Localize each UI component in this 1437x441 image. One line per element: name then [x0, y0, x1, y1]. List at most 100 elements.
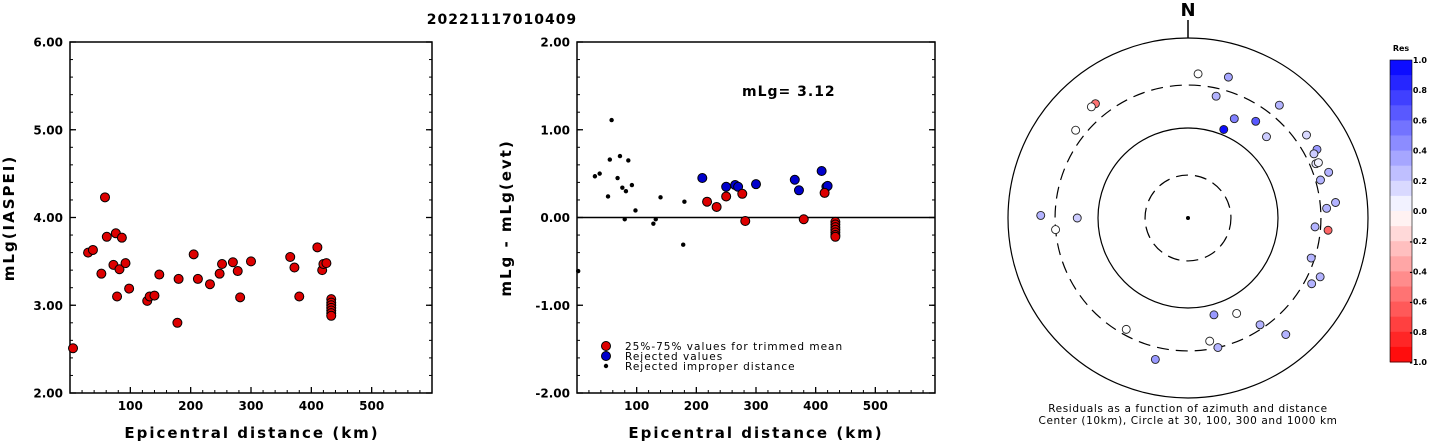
station-residual-point [1274, 100, 1284, 110]
trimmed-point [116, 232, 127, 243]
color-scale-step [1390, 180, 1412, 197]
station-residual-point [1306, 253, 1316, 263]
north-label: N [1180, 0, 1195, 21]
polar-caption-line2: Center (10km), Circle at 30, 100, 300 an… [1039, 415, 1338, 427]
trimmed-point [204, 279, 215, 290]
trimmed-point [192, 273, 203, 284]
y-tick-label: 6.00 [33, 36, 63, 50]
station-residual-point [1086, 102, 1096, 112]
color-scale-step [1390, 75, 1412, 91]
trimmed-point [124, 283, 135, 294]
trimmed-point [312, 242, 323, 253]
color-scale-label: -0.6 [1410, 298, 1428, 307]
legend-improper-label: Rejected improper distance [625, 361, 796, 373]
improper-point [653, 217, 658, 222]
trimmed-point [96, 268, 107, 279]
trimmed-point [702, 196, 713, 207]
panel-middle-xlabel: Epicentral distance (km) [628, 424, 883, 441]
color-scale-label: 0.2 [1413, 177, 1427, 186]
trimmed-point [740, 216, 751, 227]
trimmed-point [173, 273, 184, 284]
station-residual-point [1316, 175, 1325, 185]
improper-point [607, 157, 613, 162]
rejected-point [789, 174, 800, 185]
improper-point [681, 242, 686, 247]
improper-point [615, 175, 620, 181]
station-residual-point [1313, 158, 1323, 168]
improper-point [592, 174, 598, 179]
x-tick-label: 200 [684, 399, 709, 413]
trimmed-point [232, 266, 243, 277]
rejected-point [816, 165, 827, 176]
color-scale-step [1390, 316, 1412, 333]
trimmed-point [737, 188, 748, 199]
station-residual-point [1322, 203, 1332, 213]
trimmed-point [214, 268, 225, 279]
station-residual-point [1255, 320, 1265, 330]
improper-point [617, 153, 623, 159]
color-scale-step [1390, 256, 1412, 272]
legend-trimmed-label: 25%-75% values for trimmed mean [625, 341, 843, 353]
figure-title: 20221117010409 [427, 12, 577, 28]
distance-ring [1007, 37, 1369, 399]
legend: 25%-75% values for trimmed mean Rejected… [601, 341, 843, 373]
station-residual-point [1262, 132, 1271, 142]
x-tick-label: 500 [359, 399, 384, 413]
color-scale-step [1390, 301, 1412, 318]
color-scale-step [1390, 286, 1412, 303]
improper-point [626, 158, 631, 163]
station-residual-point [1121, 324, 1131, 334]
polar-center-dot [1186, 216, 1190, 220]
residual-color-scale: Res 1.0 0.8 0.6 0.4 0.2 0.0 -0.2 -0.4 -0.6 -0.8 -1… [1389, 44, 1428, 367]
trimmed-point [114, 264, 125, 275]
color-scale-label: 0.0 [1413, 207, 1428, 216]
improper-point [622, 217, 627, 222]
station-residual-point [1051, 225, 1061, 235]
trimmed-point [819, 187, 830, 198]
station-residual-point [1072, 213, 1082, 223]
mlg-annotation: mLg= 3.12 [742, 84, 836, 100]
station-residual-point [1209, 310, 1219, 320]
panel-left-frame [69, 41, 433, 394]
rejected-point [721, 181, 732, 192]
trimmed-point [246, 256, 256, 267]
rejected-point [697, 173, 708, 184]
color-scale-step [1390, 135, 1412, 152]
improper-point [651, 221, 656, 226]
improper-point [682, 199, 687, 204]
station-residual-point [1315, 272, 1325, 282]
color-scale-label: 0.6 [1413, 116, 1428, 125]
legend-rejected-label: Rejected values [625, 351, 723, 363]
color-scale-label: -1.0 [1410, 358, 1428, 367]
improper-point [605, 194, 611, 199]
y-tick-label: -2.00 [535, 387, 570, 401]
x-tick-label: 500 [863, 399, 888, 413]
station-residual-point [1281, 330, 1291, 339]
station-residual-point [1150, 354, 1160, 364]
improper-point [597, 171, 602, 176]
y-tick-label: 1.00 [540, 123, 570, 137]
color-scale-title: Res [1393, 44, 1410, 53]
improper-point [575, 268, 581, 274]
trimmed-point [711, 201, 722, 212]
improper-point [658, 195, 663, 200]
x-tick-label: 400 [803, 399, 828, 413]
legend-improper-marker [603, 363, 609, 369]
panel-middle-ylabel: mLg - mLg(evt) [497, 139, 515, 296]
rejected-point [793, 185, 804, 196]
trimmed-point [321, 258, 332, 269]
color-scale-frame [1389, 59, 1413, 363]
x-tick-label: 300 [238, 399, 263, 413]
trimmed-point [721, 191, 732, 202]
color-scale-step [1390, 105, 1412, 121]
station-residual-point [1229, 114, 1239, 124]
color-scale-step [1390, 241, 1412, 257]
trimmed-point [172, 317, 183, 328]
y-tick-label: 0.00 [540, 211, 570, 225]
station-residual-point [1071, 125, 1081, 135]
color-scale-step [1390, 226, 1412, 242]
trimmed-point [188, 249, 199, 260]
color-scale-step [1390, 346, 1412, 363]
legend-rejected-marker [601, 351, 611, 361]
station-residual-point [1211, 91, 1221, 101]
